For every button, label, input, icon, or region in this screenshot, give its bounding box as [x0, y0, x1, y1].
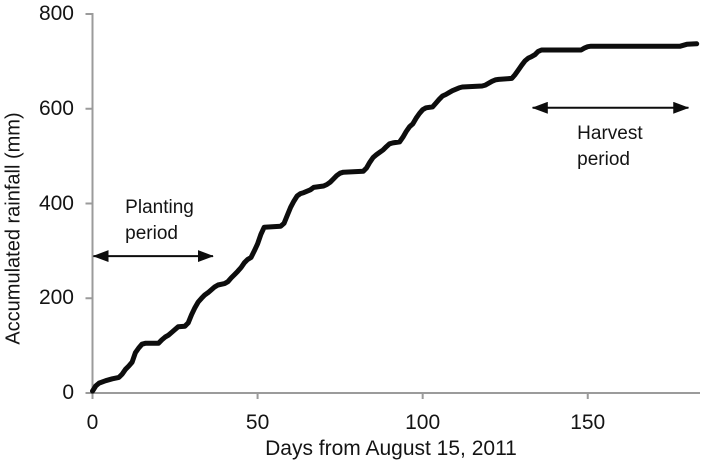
- harvest-period-label-line2: period: [577, 148, 630, 170]
- x-axis-title: Days from August 15, 2011: [265, 437, 517, 460]
- planting-period-label-line1: Planting: [125, 196, 194, 218]
- harvest-period-label: Harvest period: [577, 121, 642, 173]
- y-tick-label: 600: [38, 96, 74, 120]
- y-tick-label: 800: [38, 2, 74, 25]
- x-tick-label: 150: [570, 411, 606, 434]
- y-tick-label: 0: [62, 381, 74, 404]
- rainfall-curve: [90, 41, 700, 394]
- y-tick-label: 200: [38, 286, 74, 310]
- period-arrows: [92, 101, 690, 263]
- y-tick-label: 400: [38, 191, 74, 215]
- harvest-period-label-line1: Harvest: [577, 122, 643, 144]
- x-tick-label: 100: [405, 411, 441, 434]
- planting-period-label-line2: period: [125, 222, 178, 244]
- x-tick-label: 0: [86, 411, 99, 434]
- x-tick-label: 50: [245, 411, 270, 434]
- y-axis-title: Accumulated rainfall (mm): [2, 112, 25, 345]
- planting-period-label: Planting period: [125, 195, 194, 247]
- tick-marks: [85, 13, 589, 399]
